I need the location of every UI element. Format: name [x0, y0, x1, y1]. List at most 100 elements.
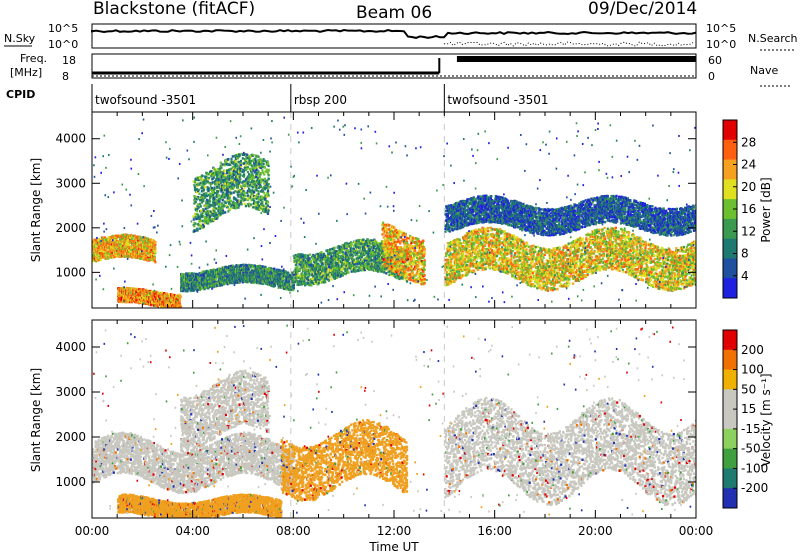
heatmap-cell — [104, 248, 107, 252]
heatmap-cell — [153, 255, 156, 258]
heatmap-cell — [342, 271, 345, 275]
heatmap-cell — [107, 251, 110, 255]
heatmap-cell — [309, 253, 312, 256]
heatmap-cell — [141, 300, 144, 304]
heatmap-cell — [107, 253, 110, 257]
heatmap-cell — [287, 271, 290, 274]
heatmap-cell — [113, 238, 116, 242]
heatmap-cell — [129, 300, 132, 304]
heatmap-cell — [304, 256, 307, 259]
heatmap-cell — [321, 262, 324, 265]
heatmap-cell — [317, 281, 321, 285]
heatmap-cell — [100, 249, 104, 252]
heatmap-cell — [130, 288, 133, 292]
heatmap-cell — [124, 300, 127, 304]
heatmap-cell — [128, 234, 131, 237]
heatmap-cell — [129, 236, 132, 239]
heatmap-cell — [124, 249, 127, 253]
heatmap-cell — [259, 282, 262, 285]
heatmap-cell — [93, 240, 96, 243]
heatmap-cell — [107, 240, 110, 244]
heatmap-cell — [125, 233, 128, 236]
heatmap-cell — [350, 270, 353, 273]
heatmap-cell — [141, 298, 144, 301]
heatmap-cell — [297, 274, 300, 277]
heatmap-cell — [146, 253, 149, 256]
heatmap-cell — [95, 242, 98, 246]
heatmap-cell — [146, 250, 149, 254]
heatmap-cell — [120, 238, 124, 241]
heatmap-cell — [153, 248, 156, 252]
heatmap-cell — [127, 248, 131, 252]
heatmap-cell — [120, 296, 123, 300]
nsearch-tick-bottom: 10^0 — [706, 38, 736, 51]
heatmap-cell — [345, 245, 348, 249]
heatmap-cell — [100, 253, 104, 256]
heatmap-cell — [113, 244, 116, 248]
heatmap-cell — [122, 296, 126, 299]
freq-tick-top: 18 — [62, 54, 76, 67]
heatmap-cell — [127, 294, 131, 298]
heatmap-cell — [153, 254, 156, 257]
heatmap-cell — [129, 291, 132, 295]
heatmap-cell — [116, 240, 119, 244]
heatmap-cell — [138, 245, 141, 248]
heatmap-cell — [123, 246, 126, 250]
heatmap-cell — [154, 247, 157, 250]
heatmap-cell — [127, 298, 130, 301]
heatmap-cell — [299, 256, 302, 259]
heatmap-cell — [182, 286, 185, 290]
heatmap-cell — [295, 263, 298, 267]
nsky-label: N.Sky — [4, 32, 36, 45]
heatmap-cell — [134, 243, 137, 246]
heatmap-cell — [123, 255, 126, 258]
heatmap-cell — [101, 248, 104, 251]
heatmap-cell — [120, 298, 123, 302]
heatmap-cell — [120, 240, 123, 244]
heatmap-cell — [145, 241, 148, 244]
heatmap-cell — [146, 239, 149, 242]
heatmap-cell — [125, 295, 129, 298]
heatmap-cell — [152, 245, 155, 248]
heatmap-cell — [330, 278, 333, 281]
radar-title: Blackstone (fitACF) — [93, 0, 255, 19]
heatmap-cell — [95, 247, 98, 250]
heatmap-cell — [92, 247, 95, 251]
heatmap-cell — [98, 253, 101, 257]
heatmap-cell — [95, 255, 98, 259]
heatmap-cell — [240, 263, 243, 267]
heatmap-cell — [325, 267, 328, 271]
heatmap-cell — [139, 250, 143, 253]
heatmap-cell — [154, 250, 157, 253]
heatmap-cell — [122, 249, 125, 252]
heatmap-cell — [321, 271, 324, 275]
heatmap-cell — [346, 268, 349, 272]
heatmap-cell — [105, 244, 108, 247]
heatmap-cell — [188, 272, 192, 275]
heatmap-cell — [342, 258, 345, 261]
heatmap-cell — [329, 248, 332, 251]
heatmap-cell — [109, 249, 112, 252]
heatmap-cell — [128, 252, 131, 256]
heatmap-cell — [137, 256, 141, 260]
heatmap-cell — [148, 246, 151, 250]
heatmap-cell — [301, 253, 304, 256]
heatmap-cell — [151, 257, 154, 261]
heatmap-cell — [308, 266, 311, 269]
heatmap-cell — [298, 268, 302, 272]
heatmap-cell — [139, 243, 143, 247]
heatmap-cell — [103, 243, 107, 247]
heatmap-cell — [122, 253, 126, 256]
heatmap-cell — [132, 240, 136, 243]
heatmap-cell — [105, 250, 109, 253]
heatmap-cell — [141, 294, 144, 297]
heatmap-cell — [220, 272, 223, 275]
heatmap-cell — [133, 290, 136, 293]
heatmap-cell — [137, 254, 140, 257]
heatmap-cell — [131, 300, 134, 304]
heatmap-cell — [122, 233, 126, 236]
heatmap-cell — [114, 242, 117, 245]
heatmap-cell — [292, 283, 295, 287]
heatmap-cell — [96, 251, 99, 255]
heatmap-cell — [127, 238, 131, 242]
